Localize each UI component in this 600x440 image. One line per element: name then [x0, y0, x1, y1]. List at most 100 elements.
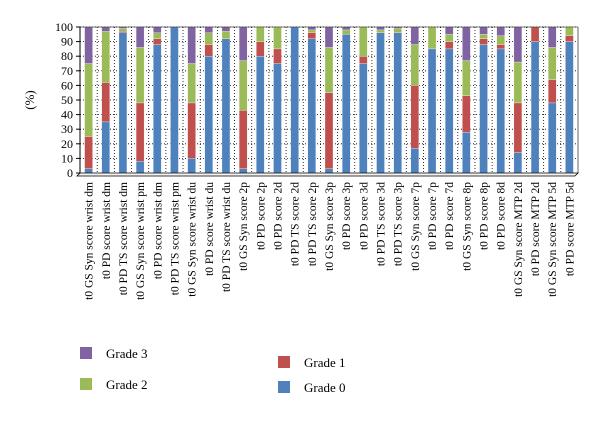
bar-segment-grade-2: [513, 61, 523, 104]
bar-segment-grade-1: [565, 35, 574, 42]
bar-segment-grade-2: [342, 29, 351, 35]
bar-segment-grade-2: [238, 60, 248, 111]
bar-segment-grade-1: [204, 44, 213, 57]
bar-segment-grade-1: [135, 102, 145, 162]
bar-segment-grade-2: [359, 26, 368, 57]
x-tick-labels: t0 GS Syn score wrist dm t0 PD score wris…: [84, 182, 577, 300]
y-tick-label: 100: [55, 20, 73, 34]
legend-swatch-grade-2: [80, 378, 92, 390]
bar-segment-grade-0: [84, 168, 93, 174]
bar-segment-grade-3: [187, 26, 196, 64]
bar-segment-grade-1: [462, 95, 471, 133]
bar-segment-grade-3: [84, 26, 93, 64]
bar-segment-grade-0: [376, 32, 385, 174]
bar-segment-grade-2: [118, 28, 128, 32]
bar-segment-grade-1: [118, 31, 128, 33]
x-tick-label: t0 PD TS score 2d: [290, 182, 302, 266]
x-tick-label: t0 PD score 3p: [341, 182, 353, 250]
bar-segment-grade-3: [221, 26, 231, 32]
x-axis-floor: [76, 172, 579, 177]
bar-segment-grade-0: [513, 152, 523, 174]
bar-segment-grade-3: [204, 26, 213, 33]
bar-segment-grade-1: [445, 41, 454, 50]
bar-segment-grade-0: [118, 32, 128, 174]
bar-segment-grade-0: [170, 26, 179, 174]
bar-segment-grade-2: [135, 47, 145, 104]
x-tick-label: t0 PD score wrist dm: [152, 182, 164, 279]
bar-segment-grade-1: [101, 82, 110, 123]
y-axis-label: (%): [22, 90, 37, 110]
bar-segment-grade-0: [462, 131, 471, 174]
bar-segment-grade-3: [513, 26, 523, 63]
bar-segment-grade-3: [307, 26, 316, 31]
bar-segment-grade-2: [462, 60, 471, 96]
bar-segment-grade-2: [153, 32, 162, 39]
bar-segment-grade-3: [153, 26, 162, 33]
bar-segment-grade-0: [410, 148, 420, 174]
bar-segment-grade-0: [101, 121, 110, 174]
bar-segment-grade-1: [530, 26, 540, 42]
legend-label: Grade 3: [106, 346, 148, 361]
x-tick-label: t0 PD score 3d: [358, 182, 370, 250]
y-tick-label: 50: [61, 93, 73, 107]
bar-segment-grade-2: [376, 29, 385, 33]
bar-segment-grade-0: [221, 38, 231, 174]
legend-label: Grade 2: [106, 377, 148, 392]
y-tick-label: 70: [61, 64, 73, 78]
y-tick-label: 90: [61, 35, 73, 49]
bar-segment-grade-2: [445, 34, 454, 42]
bar-segment-grade-2: [324, 47, 334, 93]
x-tick-label: t0 GS Syn score 2p: [238, 182, 250, 271]
bar-segment-grade-0: [359, 63, 368, 174]
bar-segment-grade-3: [410, 26, 420, 45]
legend-swatch-grade-0: [278, 381, 290, 393]
legend-label: Grade 1: [304, 355, 346, 370]
x-tick-label: t0 PD score wrist du: [204, 182, 216, 276]
bar-segment-grade-0: [135, 161, 145, 174]
bar-segment-grade-1: [548, 79, 557, 104]
bar-segment-grade-3: [462, 26, 471, 61]
bar-segment-grade-2: [101, 31, 110, 83]
y-tick-label: 30: [61, 122, 73, 136]
bar-segment-grade-0: [548, 102, 557, 174]
x-tick-label: t0 PD TS score 2p: [307, 182, 319, 266]
x-tick-label: t0 PD score 2d: [272, 182, 284, 250]
bar-segment-grade-3: [376, 26, 385, 31]
bar-segment-grade-3: [496, 26, 505, 36]
x-tick-label: t0 GS Syn score MTP 5d: [547, 182, 559, 297]
x-tick-label: t0 PD TS score wrist du: [221, 182, 233, 292]
bar-segment-grade-2: [427, 26, 437, 50]
bar-segment-grade-1: [324, 92, 334, 169]
bar-segment-grade-2: [204, 32, 213, 45]
x-tick-label: t0 PD TS score wrist dm: [118, 182, 130, 295]
x-tick-label: t0 PD score MTP 2d: [530, 182, 542, 276]
legend-swatch-grade-3: [80, 347, 92, 359]
bar-segment-grade-1: [153, 38, 162, 45]
x-tick-label: t0 PD score 8d: [496, 182, 508, 250]
bar-segment-grade-3: [479, 26, 488, 35]
bar-segment-grade-1: [256, 41, 265, 57]
bar-segment-grade-2: [256, 26, 265, 42]
bar-segment-grade-0: [187, 158, 196, 174]
bar-segment-grade-1: [410, 85, 420, 149]
x-tick-label: t0 PD TS score 3d: [376, 182, 388, 266]
x-tick-label: t0 GS Syn score wrist dm: [84, 182, 96, 300]
bar-segment-grade-2: [393, 28, 402, 33]
bar-segment-grade-0: [307, 38, 316, 174]
x-tick-label: t0 PD score 8p: [479, 182, 491, 250]
bar-segment-grade-1: [513, 102, 523, 153]
x-tick-label: t0 PD score 2p: [255, 182, 267, 250]
bar-segment-grade-0: [204, 56, 213, 174]
x-tick-label: t0 GS Syn score 7p: [410, 182, 422, 271]
bars: [84, 26, 574, 174]
x-tick-label: t0 PD score 7d: [444, 182, 456, 250]
axes: [76, 26, 579, 177]
x-tick-label: t0 PD score MTP 5d: [564, 182, 576, 276]
legend-swatch-grade-1: [278, 356, 290, 368]
bar-segment-grade-2: [548, 47, 557, 80]
bar-segment-grade-1: [479, 38, 488, 45]
bar-segment-grade-3: [445, 26, 454, 35]
bar-segment-grade-0: [479, 44, 488, 174]
